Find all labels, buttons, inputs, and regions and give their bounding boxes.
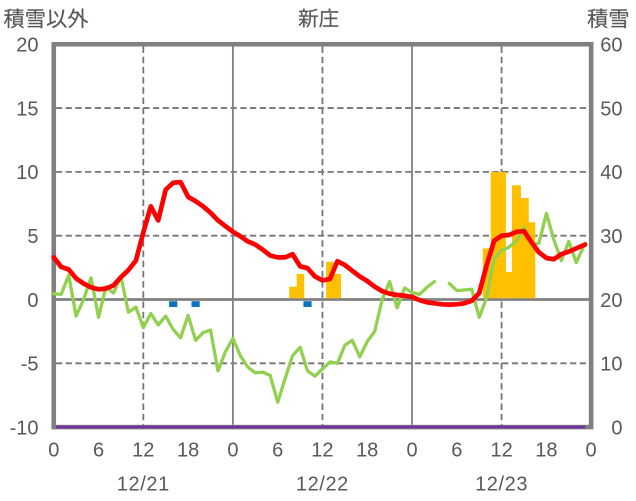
svg-text:60: 60: [600, 35, 622, 57]
svg-text:12/23: 12/23: [475, 474, 528, 496]
svg-text:-10: -10: [10, 417, 39, 439]
svg-text:18: 18: [177, 440, 199, 462]
svg-text:12/21: 12/21: [117, 474, 170, 496]
svg-text:10: 10: [600, 354, 622, 376]
svg-text:18: 18: [356, 440, 378, 462]
svg-text:10: 10: [16, 162, 38, 184]
svg-text:6: 6: [93, 440, 104, 462]
svg-text:12: 12: [132, 440, 154, 462]
svg-text:12: 12: [311, 440, 333, 462]
svg-text:12: 12: [490, 440, 512, 462]
svg-text:0: 0: [227, 440, 238, 462]
svg-text:18: 18: [535, 440, 557, 462]
svg-text:0: 0: [27, 290, 38, 312]
svg-text:40: 40: [600, 162, 622, 184]
svg-text:5: 5: [27, 226, 38, 248]
svg-text:20: 20: [600, 290, 622, 312]
svg-text:0: 0: [406, 440, 417, 462]
svg-text:-5: -5: [21, 354, 39, 376]
svg-text:15: 15: [16, 98, 38, 120]
svg-text:30: 30: [600, 226, 622, 248]
svg-text:12/22: 12/22: [296, 474, 349, 496]
svg-text:6: 6: [272, 440, 283, 462]
svg-text:0: 0: [611, 417, 622, 439]
svg-text:50: 50: [600, 98, 622, 120]
svg-text:6: 6: [451, 440, 462, 462]
svg-text:0: 0: [48, 440, 59, 462]
svg-text:0: 0: [586, 440, 597, 462]
svg-text:20: 20: [16, 35, 38, 57]
